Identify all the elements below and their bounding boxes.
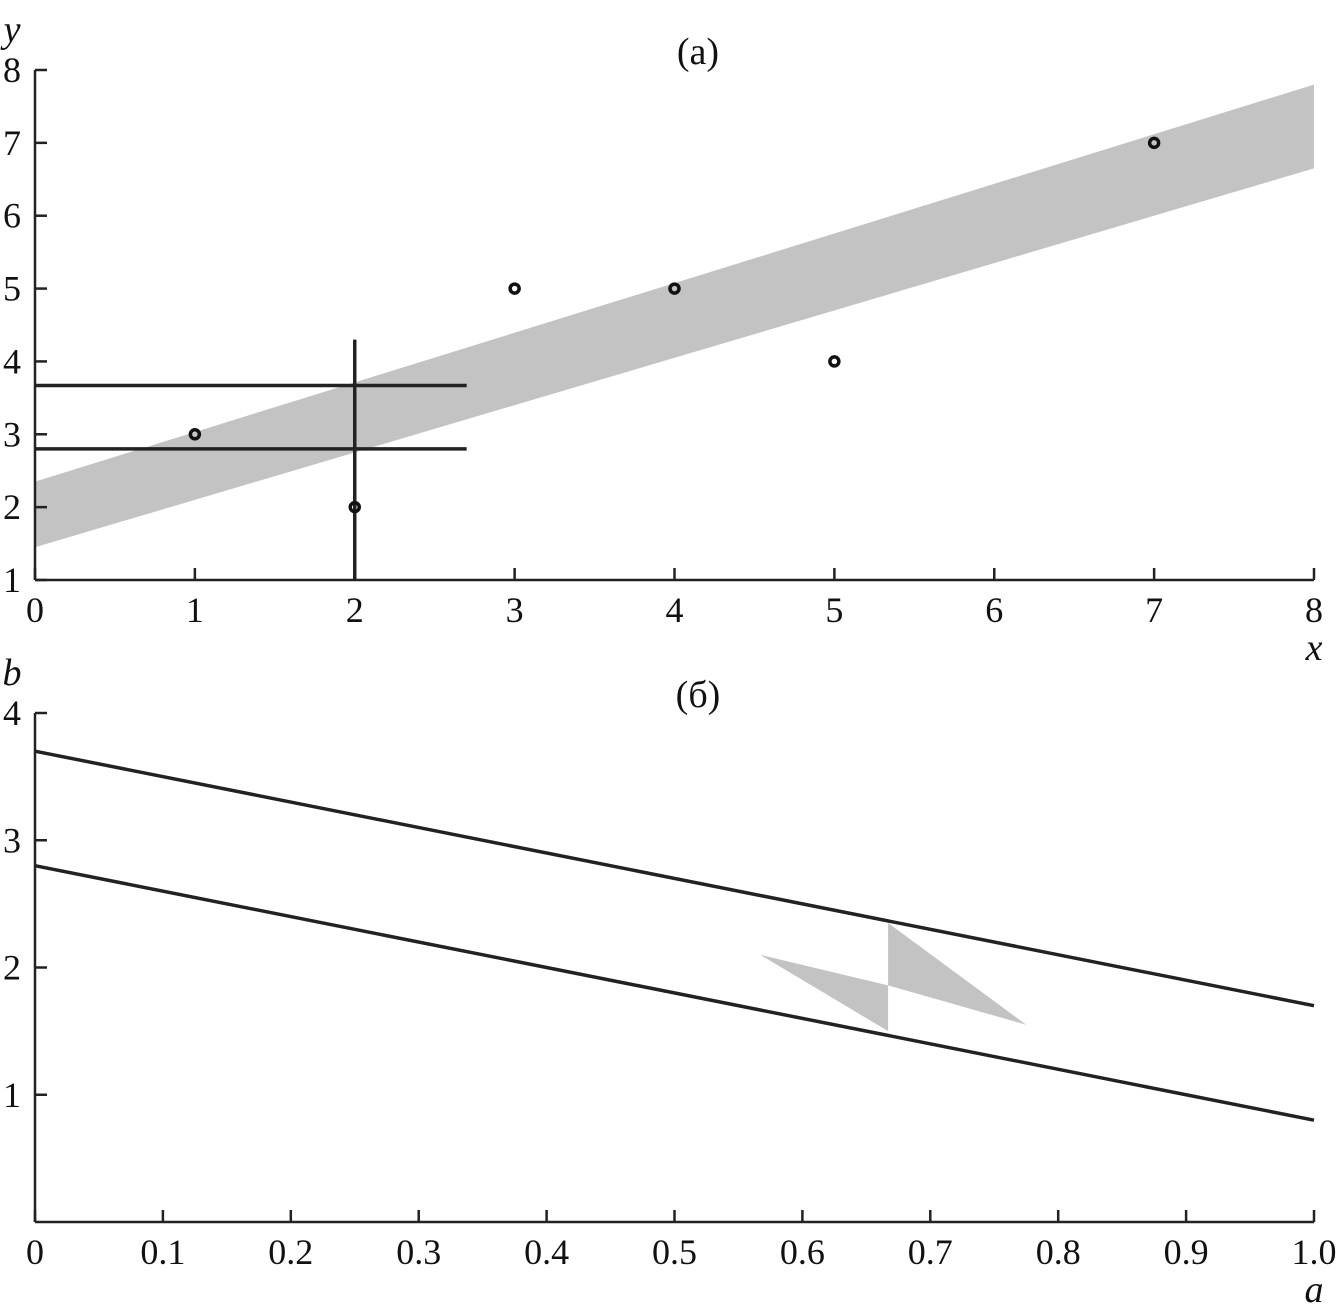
- y-tick-label: 4: [3, 693, 21, 733]
- x-tick-label: 0.2: [268, 1232, 313, 1272]
- y-tick-label: 3: [3, 820, 21, 860]
- x-axis-label: a: [1305, 1269, 1324, 1311]
- x-tick-label: 5: [825, 590, 843, 630]
- x-tick-label: 0.8: [1036, 1232, 1081, 1272]
- x-tick-label: 1.0: [1292, 1232, 1337, 1272]
- x-tick-label: 0.7: [908, 1232, 953, 1272]
- shaded-region-1: [760, 954, 889, 1032]
- x-tick-label: 0: [26, 590, 44, 630]
- x-tick-label: 7: [1145, 590, 1163, 630]
- data-point: [668, 282, 681, 295]
- y-tick-label: 2: [3, 948, 21, 988]
- y-axis-label: y: [0, 9, 21, 51]
- x-tick-label: 4: [666, 590, 684, 630]
- y-tick-label: 5: [3, 269, 21, 309]
- x-tick-label: 1: [186, 590, 204, 630]
- data-point: [188, 428, 202, 441]
- x-tick-label: 0.3: [396, 1232, 441, 1272]
- x-tick-label: 8: [1305, 590, 1323, 630]
- panel-label: (б): [676, 674, 721, 716]
- x-tick-label: 0.6: [780, 1232, 825, 1272]
- series-line-1: [34, 749, 1315, 1008]
- y-tick-label: 7: [3, 123, 21, 163]
- y-tick-label: 4: [3, 341, 21, 381]
- panel-label: (a): [677, 31, 719, 73]
- y-tick-label: 1: [3, 1075, 21, 1115]
- y-tick-label: 1: [3, 560, 21, 600]
- x-tick-label: 6: [985, 590, 1003, 630]
- data-point: [348, 500, 361, 514]
- x-tick-label: 3: [506, 590, 524, 630]
- chart-panel-2: 0 0.1 0.2 0.3 0.4 0.5 0.6 0.7 0.8 0.9 1.0 1 2 3 4b a (б): [3, 652, 1337, 1311]
- data-point: [828, 355, 841, 368]
- series-line-2: [34, 863, 1315, 1122]
- x-tick-label: 0.5: [652, 1232, 697, 1272]
- y-axis-label: b: [3, 652, 22, 694]
- x-tick-label: 2: [346, 590, 364, 630]
- y-tick-label: 3: [3, 414, 21, 454]
- y-tick-label: 8: [3, 50, 21, 90]
- y-tick-label: 2: [3, 487, 21, 527]
- x-tick-label: 0: [26, 1232, 44, 1272]
- shaded-region-2: [888, 922, 1027, 1025]
- x-axis-label: x: [1305, 627, 1323, 669]
- confidence-band: [35, 84, 1314, 548]
- x-tick-label: 0.1: [140, 1232, 185, 1272]
- x-tick-label: 0.4: [524, 1232, 569, 1272]
- data-point: [508, 282, 521, 295]
- x-tick-label: 0.9: [1164, 1232, 1209, 1272]
- data-point: [1147, 136, 1161, 150]
- y-tick-label: 6: [3, 196, 21, 236]
